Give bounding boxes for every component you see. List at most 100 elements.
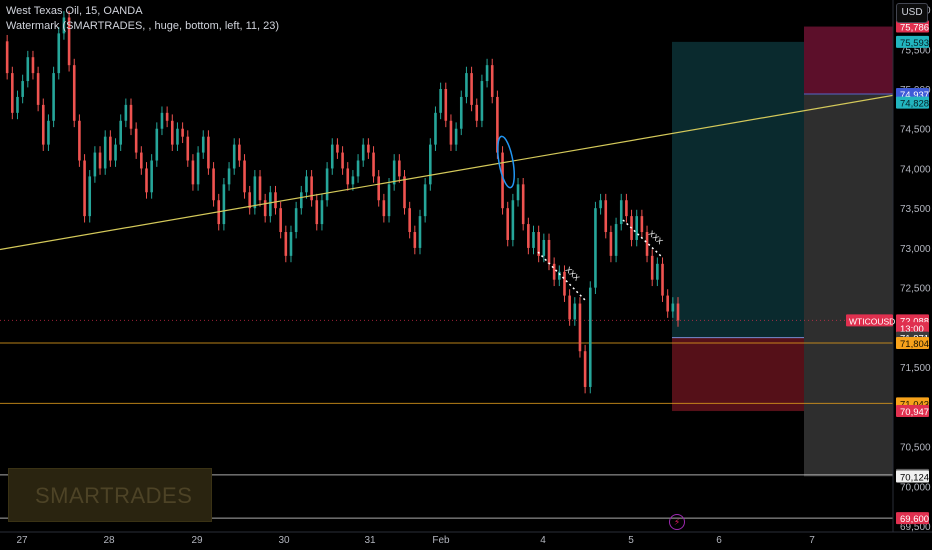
price-axis-background (893, 0, 932, 550)
candle-body (578, 303, 582, 352)
price-tag-0 (896, 20, 929, 33)
lightning-icon[interactable]: ⚡ (669, 514, 685, 530)
symbol-title: West Texas Oil, 15, OANDA (6, 5, 143, 17)
candle-body (253, 176, 257, 209)
candle-body (635, 216, 639, 240)
price-tag-label-5: 13:00 (900, 324, 924, 335)
price-tag-label-7: 71,804 (900, 339, 929, 350)
candle-body (356, 160, 360, 177)
price-tag-7 (896, 336, 929, 349)
highlight-ellipse (497, 135, 515, 189)
annotation-xxx-2: XXX (647, 229, 665, 247)
candle-body (263, 200, 267, 217)
candle-body (315, 200, 319, 225)
candle-body (444, 88, 448, 121)
candle-body (351, 176, 355, 185)
candle-body (423, 184, 427, 217)
candle-body (640, 216, 644, 233)
candle-body (299, 192, 303, 209)
candle-body (284, 232, 288, 256)
candle-body (676, 303, 680, 321)
candle-body (532, 232, 535, 248)
candle-body (176, 128, 179, 145)
price-tag-label-8: 71,043 (900, 399, 929, 410)
currency-button[interactable]: USD (896, 3, 928, 23)
candle-body (418, 216, 422, 248)
candle-body (294, 208, 298, 233)
candle-body (604, 200, 608, 233)
candle-body (325, 168, 329, 201)
candle-body (248, 192, 251, 209)
dotted-segment-1 (537, 251, 586, 301)
candle-body (563, 271, 566, 296)
candle-body (47, 120, 50, 145)
candle-body (21, 81, 24, 97)
candle-body (341, 152, 344, 169)
candle-body (645, 232, 649, 256)
candle-body (506, 208, 510, 240)
candle-body (671, 303, 675, 312)
candle-body (88, 176, 92, 217)
candle-body (434, 112, 437, 145)
profit-zone (672, 41, 804, 338)
price-tag-label-1: 75,593 (900, 38, 929, 49)
candle-body (625, 200, 628, 217)
candle-body (196, 152, 200, 185)
y-tick-label-6: 73,000 (900, 244, 931, 255)
candle-body (150, 160, 153, 193)
price-tag-11 (896, 470, 929, 483)
candle-body (454, 128, 458, 145)
candle-body (470, 73, 473, 105)
x-tick-label-0: 27 (16, 535, 28, 546)
candle-body (599, 200, 602, 209)
price-tag-5 (896, 322, 929, 335)
candle-body (155, 128, 159, 161)
candle-body (5, 41, 9, 74)
candle-body (408, 208, 411, 233)
watermark-text: SMARTRADES (35, 483, 193, 508)
candle-body (305, 176, 308, 193)
candle-body (336, 144, 339, 153)
candle-body (521, 184, 525, 225)
candle-body (279, 208, 282, 233)
symbol-tag-label: WTICOUSD (849, 316, 895, 326)
candle-body (310, 176, 313, 201)
candle-body (656, 263, 659, 280)
candle-body (609, 232, 613, 256)
loss-zone (672, 337, 804, 412)
x-tick-label-6: 4 (540, 535, 546, 546)
price-tag-label-9: 70,947 (900, 407, 929, 418)
candle-body (103, 136, 107, 169)
candle-body (145, 168, 148, 193)
candle-body (547, 239, 551, 264)
candle-body (72, 65, 76, 121)
candle-body (93, 152, 97, 177)
candle-body (398, 160, 401, 177)
candle-body (650, 255, 654, 280)
candle-body (26, 57, 30, 82)
candle-body (542, 239, 546, 256)
y-tick-label-9: 70,500 (900, 443, 931, 454)
x-tick-label-3: 30 (278, 535, 290, 546)
candle-body (57, 33, 61, 74)
candle-body (31, 57, 35, 74)
candle-body (377, 176, 381, 201)
candle-body (485, 65, 489, 82)
candle-body (238, 144, 241, 161)
y-tick-label-11: 69,500 (900, 522, 931, 533)
y-tick-label-4: 74,000 (900, 164, 931, 175)
candle-body (160, 112, 164, 129)
candle-body (269, 192, 272, 217)
y-tick-label-1: 75,500 (900, 45, 931, 56)
candle-body (165, 112, 169, 121)
candle-body (614, 224, 618, 256)
candle-body (367, 144, 370, 153)
x-tick-label-8: 6 (716, 535, 722, 546)
candle-body (201, 136, 205, 153)
candle-body (258, 176, 262, 201)
candle-body (449, 120, 453, 145)
candle-body (227, 168, 231, 185)
candle-body (480, 81, 484, 121)
stop-zone (804, 94, 893, 477)
